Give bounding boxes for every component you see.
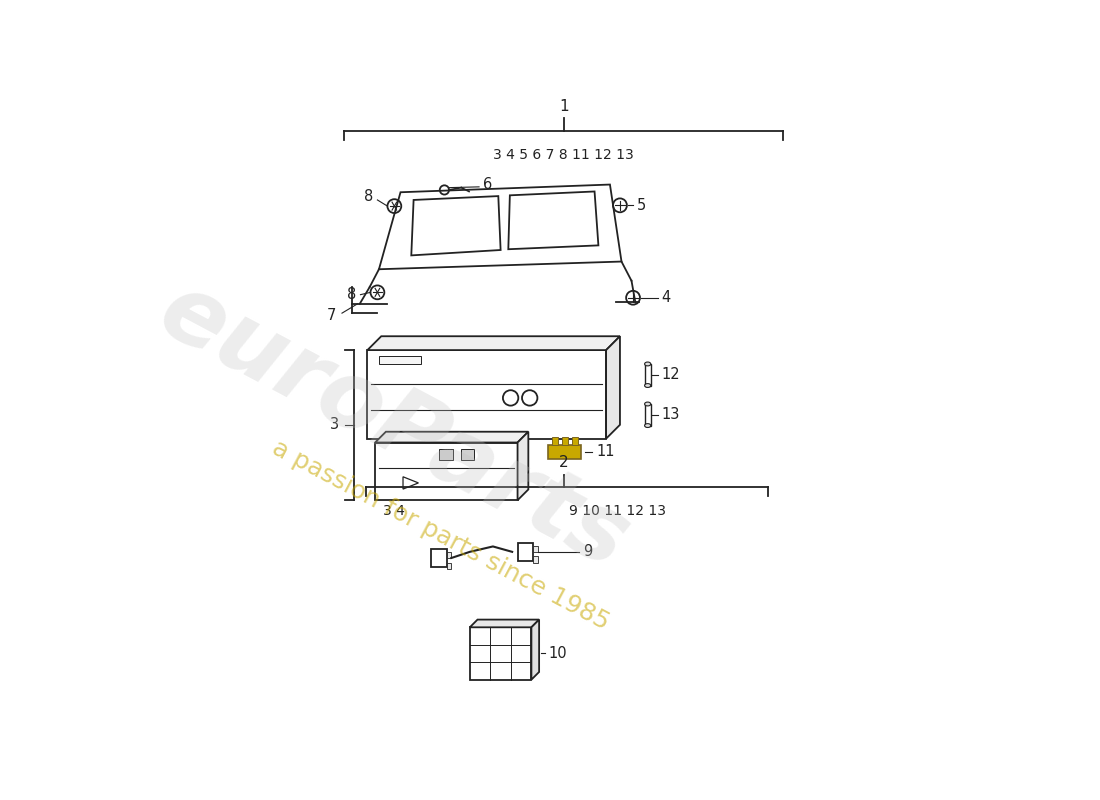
- FancyBboxPatch shape: [562, 437, 569, 445]
- Polygon shape: [531, 619, 539, 680]
- Ellipse shape: [645, 383, 651, 387]
- FancyBboxPatch shape: [378, 356, 421, 364]
- Ellipse shape: [645, 362, 651, 366]
- Text: 7: 7: [327, 308, 337, 323]
- FancyBboxPatch shape: [645, 364, 651, 386]
- Text: 5: 5: [637, 198, 646, 213]
- Text: a passion for parts since 1985: a passion for parts since 1985: [268, 435, 613, 634]
- Polygon shape: [375, 432, 528, 442]
- Text: 1: 1: [559, 98, 569, 114]
- Polygon shape: [470, 619, 539, 627]
- Text: 9 10 11 12 13: 9 10 11 12 13: [569, 504, 667, 518]
- Text: 8: 8: [346, 287, 356, 302]
- Text: 3 4 5 6 7 8 11 12 13: 3 4 5 6 7 8 11 12 13: [494, 147, 634, 162]
- Text: 8: 8: [363, 189, 373, 204]
- Text: 11: 11: [596, 444, 615, 459]
- FancyBboxPatch shape: [517, 542, 534, 561]
- Text: euroParts: euroParts: [144, 265, 645, 590]
- FancyBboxPatch shape: [548, 445, 581, 458]
- Ellipse shape: [645, 402, 651, 406]
- Polygon shape: [367, 336, 620, 350]
- FancyBboxPatch shape: [470, 627, 531, 680]
- Text: 6: 6: [483, 177, 492, 192]
- Text: 4: 4: [661, 290, 671, 306]
- FancyBboxPatch shape: [439, 449, 453, 460]
- Polygon shape: [606, 336, 620, 438]
- FancyBboxPatch shape: [552, 437, 559, 445]
- Text: 3 4: 3 4: [384, 504, 405, 518]
- Text: 12: 12: [661, 367, 680, 382]
- FancyBboxPatch shape: [367, 350, 606, 438]
- FancyBboxPatch shape: [447, 562, 451, 569]
- Polygon shape: [517, 432, 528, 500]
- FancyBboxPatch shape: [572, 437, 579, 445]
- Text: 9: 9: [583, 544, 592, 559]
- Text: 3: 3: [330, 418, 339, 432]
- Ellipse shape: [645, 424, 651, 427]
- Text: 13: 13: [661, 407, 680, 422]
- FancyBboxPatch shape: [534, 546, 538, 552]
- FancyBboxPatch shape: [645, 404, 651, 426]
- FancyBboxPatch shape: [534, 557, 538, 562]
- FancyBboxPatch shape: [461, 449, 474, 460]
- FancyBboxPatch shape: [375, 442, 517, 500]
- FancyBboxPatch shape: [431, 549, 447, 567]
- Text: 2: 2: [559, 455, 569, 470]
- Text: 10: 10: [548, 646, 566, 661]
- FancyBboxPatch shape: [447, 552, 451, 558]
